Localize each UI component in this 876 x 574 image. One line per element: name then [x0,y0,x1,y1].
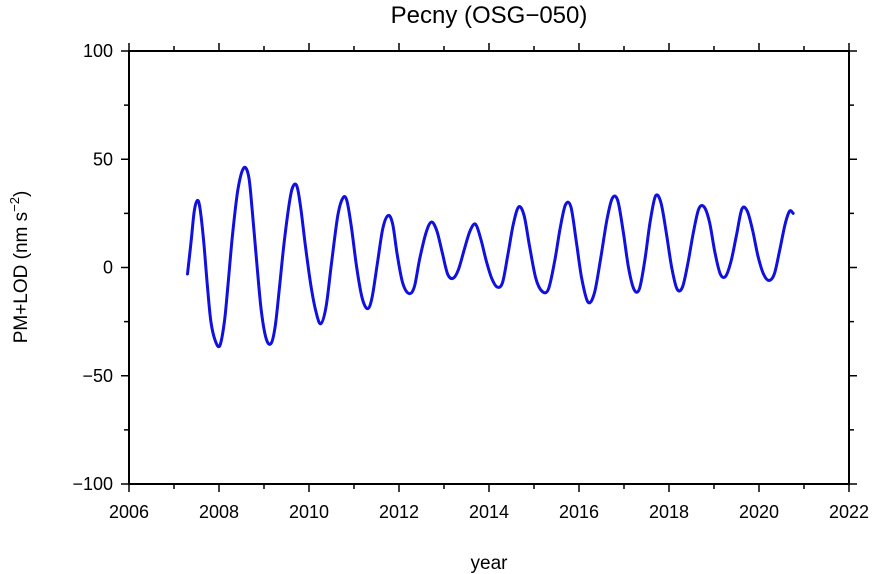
x-tick-label: 2014 [469,502,509,522]
series-layer [186,165,795,349]
y-axis: −100 −50 0 50 100 [72,41,857,494]
x-tick-label: 2016 [559,502,599,522]
x-tick-label: 2008 [199,502,239,522]
x-tick-label: 2006 [109,502,149,522]
x-tick-label: 2018 [649,502,689,522]
y-axis-label-superscript: −2 [7,197,22,212]
y-tick-label: 50 [93,149,113,169]
series-line-0 [186,165,795,349]
y-tick-label: −50 [82,366,113,386]
x-tick-label: 2022 [829,502,869,522]
y-tick-label: −100 [72,474,113,494]
x-axis-label: year [471,553,509,574]
x-axis: 2006 2008 2010 2012 2014 2016 2018 2020 2022 [109,43,869,522]
y-tick-label: 0 [103,258,113,278]
chart-title: Pecny (OSG−050) [391,2,588,29]
x-tick-label: 2012 [379,502,419,522]
y-axis-label-suffix: ) [11,191,32,197]
y-tick-label: 100 [83,41,113,61]
y-axis-label: PM+LOD (nm s−2) [7,191,32,344]
x-tick-label: 2020 [739,502,779,522]
y-axis-label-main: PM+LOD (nm s [11,212,32,343]
x-tick-label: 2010 [289,502,329,522]
